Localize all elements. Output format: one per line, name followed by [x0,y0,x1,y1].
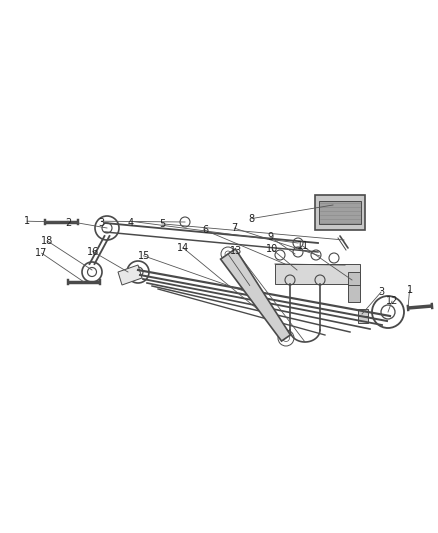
Text: 15: 15 [138,251,150,261]
FancyBboxPatch shape [275,264,360,284]
Text: 1: 1 [24,216,30,226]
Text: 14: 14 [177,243,189,253]
Text: 4: 4 [127,218,134,228]
FancyBboxPatch shape [319,201,361,224]
Text: 8: 8 [249,214,255,223]
Polygon shape [118,265,142,285]
Text: 11: 11 [297,241,309,251]
Text: 12: 12 [386,296,398,306]
Text: 9: 9 [268,232,274,242]
Text: 2: 2 [65,218,71,228]
Text: 3: 3 [99,218,105,228]
Text: 5: 5 [159,219,165,229]
Text: 10: 10 [266,245,279,254]
FancyBboxPatch shape [358,309,368,323]
Polygon shape [221,249,290,341]
Text: 1: 1 [406,286,413,295]
Text: 3: 3 [378,287,384,297]
Text: 7: 7 [231,223,237,233]
FancyBboxPatch shape [348,272,360,302]
FancyBboxPatch shape [315,195,365,230]
Text: 6: 6 [202,225,208,235]
Text: 18: 18 [41,236,53,246]
Text: 13: 13 [230,246,242,255]
Text: 16: 16 [87,247,99,256]
Text: 17: 17 [35,248,48,258]
